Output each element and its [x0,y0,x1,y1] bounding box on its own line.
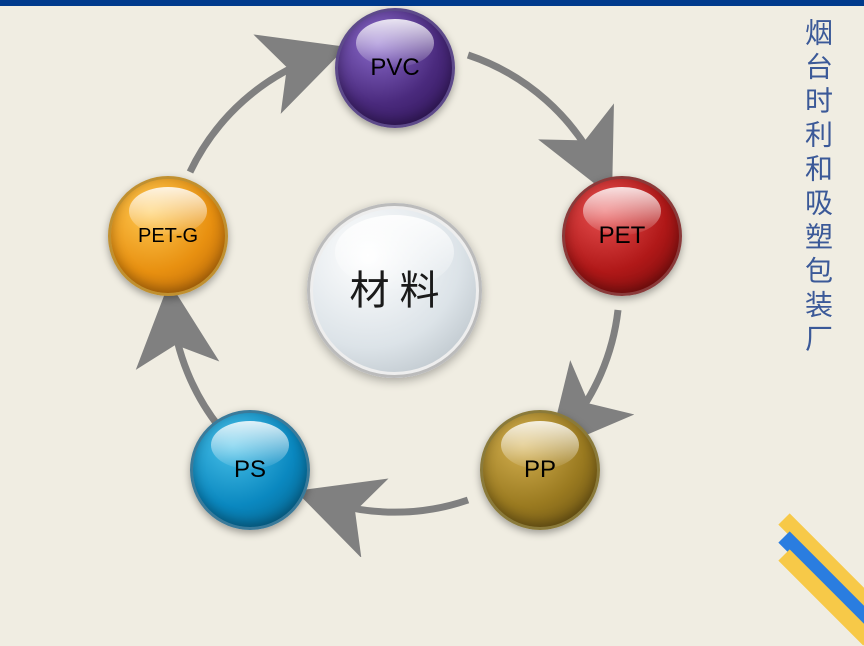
center-node-materials: 材 料 [307,203,482,378]
node-label: PVC [370,54,419,82]
node-petg: PET-G [108,176,228,296]
node-ps: PS [190,410,310,530]
company-name-vertical: 烟台时利和吸塑包装厂 [796,18,836,358]
materials-cycle-diagram: 材 料 PVC PET PP PS PET-G [70,0,720,557]
arrow-pvc-pet [468,55,600,172]
arrow-pp-ps [322,500,468,512]
node-label: PET-G [138,225,198,248]
node-pvc: PVC [335,8,455,128]
arrow-ps-petg [172,310,220,428]
node-pp: PP [480,410,600,530]
node-label: PS [234,456,266,484]
center-label: 材 料 [350,269,440,313]
node-label: PET [599,222,646,250]
arrow-petg-pvc [190,56,320,172]
node-pet: PET [562,176,682,296]
arrow-pet-pp [566,310,618,430]
node-label: PP [524,456,556,484]
